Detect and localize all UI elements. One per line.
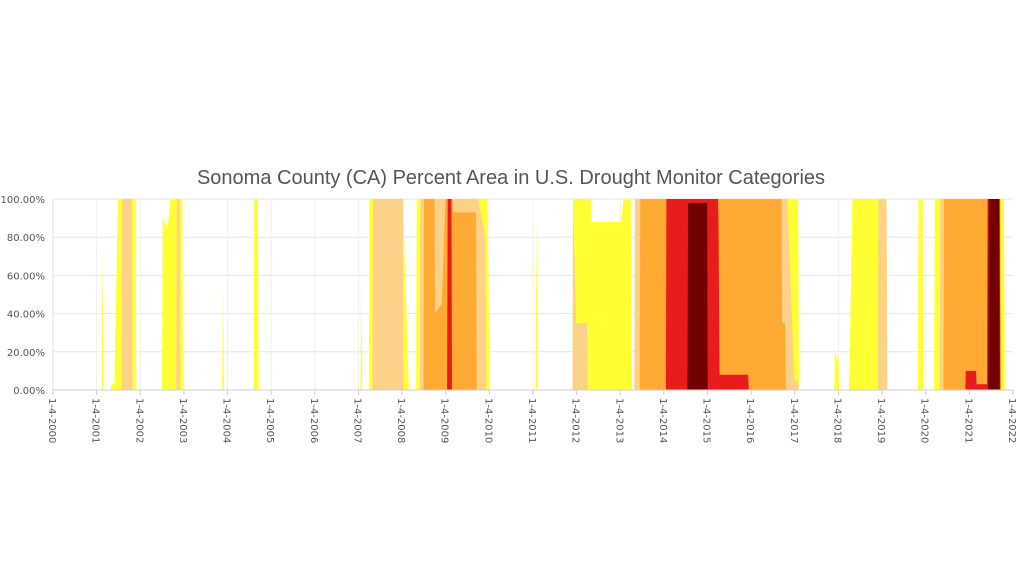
x-tick-label: 1-4-2021 bbox=[962, 398, 973, 443]
x-tick-label: 1-4-2017 bbox=[788, 398, 799, 443]
x-tick-label: 1-4-2016 bbox=[744, 398, 755, 443]
axis-layer: 0.00% 20.00% 40.00% 60.00% 80.00% 100.00% 1-4-… bbox=[1, 195, 1018, 443]
x-tick-label: 1-4-2014 bbox=[657, 398, 668, 443]
x-tick-label: 1-4-2020 bbox=[919, 398, 930, 443]
x-tick-label: 1-4-2022 bbox=[1006, 398, 1017, 443]
y-tick-label: 80.00% bbox=[7, 233, 45, 244]
x-tick-label: 1-4-2019 bbox=[875, 398, 886, 443]
x-tick-label: 1-4-2018 bbox=[831, 398, 842, 443]
x-tick-label: 1-4-2011 bbox=[526, 398, 537, 443]
y-tick-label: 20.00% bbox=[7, 348, 45, 359]
x-tick-label: 1-4-2004 bbox=[221, 398, 232, 443]
series-layer bbox=[101, 199, 1005, 390]
x-tick-label: 1-4-2002 bbox=[133, 398, 144, 443]
x-tick-label: 1-4-2012 bbox=[570, 398, 581, 443]
x-tick-label: 1-4-2006 bbox=[308, 398, 319, 443]
x-tick-label: 1-4-2009 bbox=[439, 398, 450, 443]
x-tick-label: 1-4-2013 bbox=[613, 398, 624, 443]
x-tick-label: 1-4-2008 bbox=[395, 398, 406, 443]
x-tick-label: 1-4-2010 bbox=[482, 398, 493, 443]
y-tick-label: 100.00% bbox=[1, 195, 46, 206]
x-tick-label: 1-4-2000 bbox=[46, 398, 57, 443]
x-tick-label: 1-4-2001 bbox=[90, 398, 101, 443]
x-tick-label: 1-4-2007 bbox=[351, 398, 362, 443]
x-tick-label: 1-4-2015 bbox=[701, 398, 712, 443]
y-tick-label: 40.00% bbox=[7, 310, 45, 321]
y-tick-label: 60.00% bbox=[7, 271, 45, 282]
series-area-d0 bbox=[101, 199, 1005, 390]
y-tick-label: 0.00% bbox=[13, 386, 45, 397]
x-tick-label: 1-4-2003 bbox=[177, 398, 188, 443]
x-tick-label: 1-4-2005 bbox=[264, 398, 275, 443]
chart-title: Sonoma County (CA) Percent Area in U.S. … bbox=[197, 167, 825, 189]
